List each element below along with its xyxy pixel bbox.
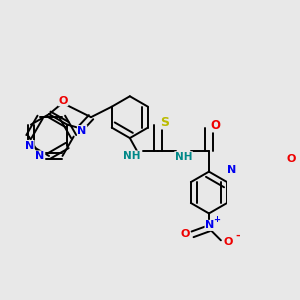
Text: O: O bbox=[180, 229, 190, 239]
Text: O: O bbox=[224, 237, 233, 247]
Text: N: N bbox=[35, 151, 45, 161]
Text: O: O bbox=[286, 154, 296, 164]
Text: N: N bbox=[227, 165, 236, 175]
Text: -: - bbox=[235, 231, 240, 241]
Text: NH: NH bbox=[175, 152, 192, 162]
Text: S: S bbox=[160, 116, 169, 129]
Text: +: + bbox=[213, 215, 220, 224]
Text: N: N bbox=[77, 126, 87, 136]
Text: N: N bbox=[25, 140, 34, 151]
Text: O: O bbox=[210, 119, 220, 132]
Text: N: N bbox=[205, 220, 214, 230]
Text: NH: NH bbox=[123, 151, 140, 161]
Text: O: O bbox=[58, 96, 68, 106]
